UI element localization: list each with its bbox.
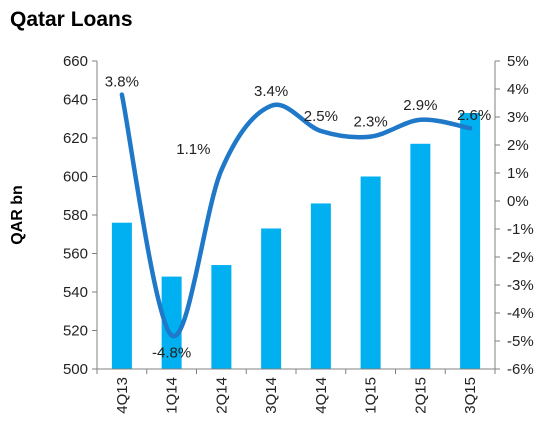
x-tick-label: 4Q13 bbox=[114, 377, 131, 414]
bar-2Q14 bbox=[211, 265, 232, 369]
left-tick-label: 600 bbox=[63, 169, 88, 186]
left-tick-label: 640 bbox=[63, 92, 88, 109]
x-tick-label: 1Q14 bbox=[164, 377, 181, 414]
right-tick-label: -5% bbox=[507, 333, 534, 350]
right-tick-label: 3% bbox=[507, 109, 529, 126]
right-tick-label: 2% bbox=[507, 137, 529, 154]
data-label-2Q15: 2.9% bbox=[403, 97, 437, 114]
ticks-group: 500 520 540 560 580 600 620 640 660 -6% -5% -4% -3% -… bbox=[63, 53, 534, 414]
bar-1Q14 bbox=[161, 276, 182, 369]
labels-group: 3.8% -4.8% 1.1% 3.4% 2.5% 2.3% 2.9% 2.6% bbox=[105, 74, 491, 362]
right-tick-label: -1% bbox=[507, 221, 534, 238]
bars-group bbox=[111, 112, 481, 369]
data-label-3Q15: 2.6% bbox=[457, 107, 491, 124]
data-label-1Q14: -4.8% bbox=[152, 344, 191, 361]
x-tick-label: 2Q15 bbox=[412, 377, 429, 414]
right-tick-label: -6% bbox=[507, 361, 534, 378]
right-tick-label: 4% bbox=[507, 81, 529, 98]
left-tick-label: 660 bbox=[63, 53, 88, 70]
data-label-4Q14: 2.5% bbox=[304, 108, 338, 125]
right-tick-label: 1% bbox=[507, 165, 529, 182]
x-tick-label: 3Q14 bbox=[263, 377, 280, 414]
data-label-3Q14: 3.4% bbox=[254, 83, 288, 100]
right-tick-label: -4% bbox=[507, 305, 534, 322]
left-tick-label: 580 bbox=[63, 207, 88, 224]
left-tick-label: 560 bbox=[63, 246, 88, 263]
y-axis-label: QAR bn bbox=[9, 185, 26, 245]
x-tick-label: 2Q14 bbox=[213, 377, 230, 414]
right-tick-label: 0% bbox=[507, 193, 529, 210]
bar-4Q14 bbox=[310, 203, 331, 369]
axes-group bbox=[92, 60, 500, 374]
data-label-1Q15: 2.3% bbox=[354, 114, 388, 131]
line-group bbox=[119, 92, 473, 339]
bar-4Q13 bbox=[111, 222, 132, 369]
x-tick-label: 1Q15 bbox=[363, 377, 380, 414]
left-tick-label: 520 bbox=[63, 323, 88, 340]
bar-2Q15 bbox=[410, 143, 431, 369]
left-tick-label: 500 bbox=[63, 361, 88, 378]
left-tick-label: 540 bbox=[63, 284, 88, 301]
x-tick-label: 3Q15 bbox=[462, 377, 479, 414]
right-tick-label: -3% bbox=[507, 277, 534, 294]
yoy-growth-line bbox=[119, 92, 473, 339]
left-tick-label: 620 bbox=[63, 130, 88, 147]
bar-3Q15 bbox=[460, 112, 481, 369]
bar-1Q15 bbox=[360, 176, 381, 369]
bar-3Q14 bbox=[261, 228, 282, 369]
x-tick-label: 4Q14 bbox=[313, 377, 330, 414]
right-tick-label: -2% bbox=[507, 249, 534, 266]
data-label-2Q14: 1.1% bbox=[176, 141, 210, 158]
chart-title: Qatar Loans bbox=[10, 8, 133, 31]
data-label-4Q13: 3.8% bbox=[105, 74, 139, 91]
right-tick-label: 5% bbox=[507, 53, 529, 70]
